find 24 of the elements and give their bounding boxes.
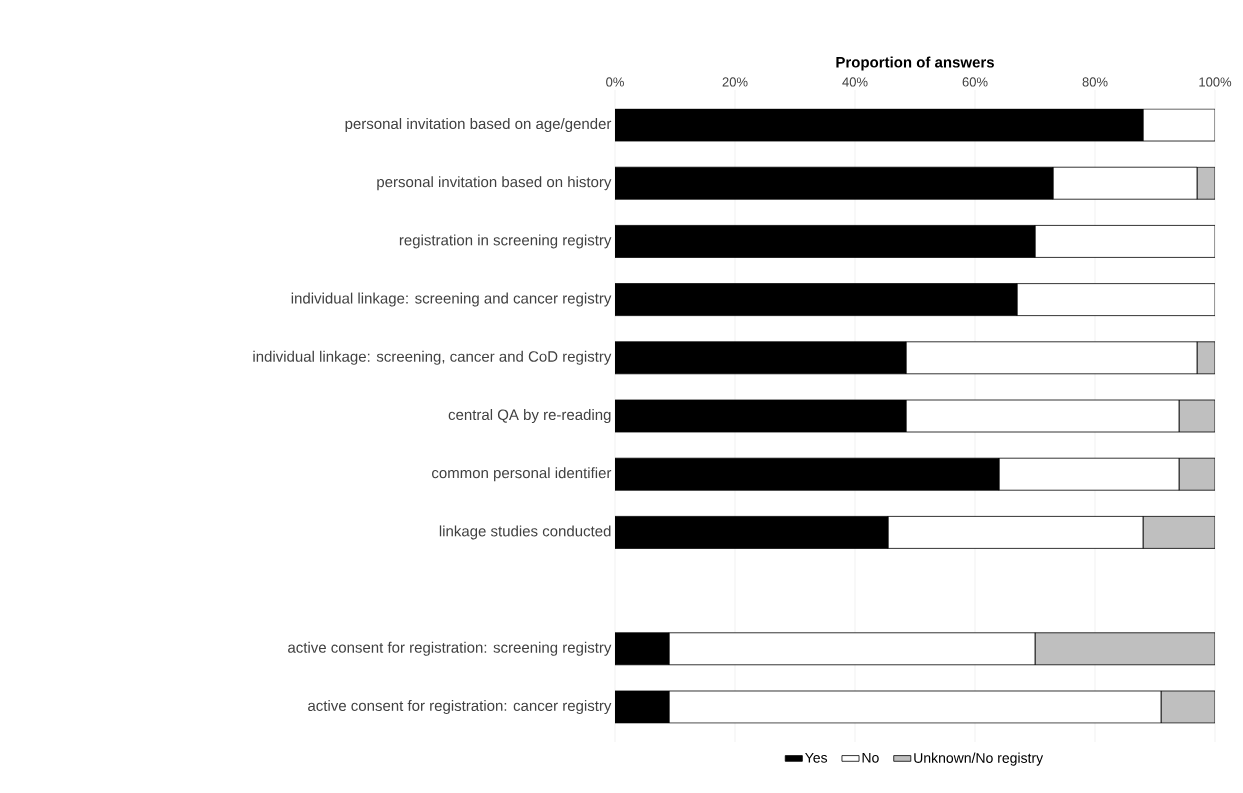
x-tick-label: 100% xyxy=(1199,77,1232,87)
y-tick-label: individual linkage: screening, cancer and CoD registry xyxy=(253,350,612,365)
legend-label: No xyxy=(862,752,879,763)
x-tick-label: 80% xyxy=(1082,77,1108,87)
y-tick-label: linkage studies conducted xyxy=(439,525,611,540)
legend-label: Yes xyxy=(805,752,828,763)
x-tick-label: 40% xyxy=(842,77,868,87)
x-axis-title: Proportion of answers xyxy=(836,56,994,71)
bar xyxy=(1178,457,1216,491)
y-tick-label: active consent for registration: screening registry xyxy=(288,641,612,656)
y-tick-label: personal invitation based on age/gender xyxy=(345,118,612,132)
bar xyxy=(1142,516,1216,549)
y-tick-label: active consent for registration: cancer registry xyxy=(308,700,612,714)
x-tick-label: 0% xyxy=(606,77,624,87)
y-tick-label: personal invitation based on history xyxy=(377,176,612,191)
y-tick-label: common personal identifier xyxy=(432,467,612,482)
legend-label: Unknown/No registry xyxy=(914,752,1044,766)
y-tick-label: registration in screening registry xyxy=(399,234,612,249)
y-tick-label: central QA by re-reading xyxy=(448,409,611,423)
bar xyxy=(1034,632,1216,666)
x-tick-label: 20% xyxy=(722,77,748,87)
bar xyxy=(1160,690,1216,724)
x-tick-label: 60% xyxy=(962,77,988,87)
y-tick-label: individual linkage: screening and cancer registry xyxy=(291,292,612,307)
